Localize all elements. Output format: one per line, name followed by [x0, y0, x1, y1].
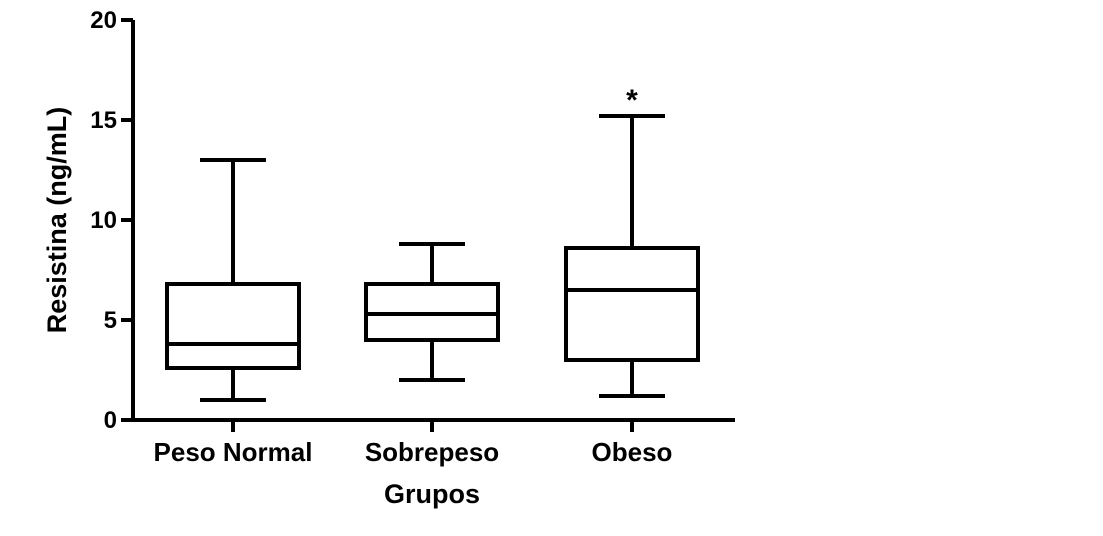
y-tick-label: 5	[104, 307, 117, 334]
y-tick-label: 0	[104, 407, 117, 434]
iqr-box	[564, 246, 700, 362]
x-category-label: Obeso	[592, 437, 673, 467]
box-sobrepeso	[364, 242, 500, 382]
y-axis: 0 5 10 15 20	[90, 7, 135, 434]
x-category-label: Sobrepeso	[365, 437, 499, 467]
y-axis-title: Resistina (ng/mL)	[42, 107, 72, 334]
iqr-box	[165, 282, 301, 370]
y-tick-label: 10	[90, 207, 117, 234]
y-tick-label: 20	[90, 7, 117, 34]
x-axis: Peso Normal Sobrepeso Obeso	[133, 418, 735, 467]
x-axis-title: Grupos	[384, 479, 480, 509]
y-tick-label: 15	[90, 107, 117, 134]
box-series: *	[165, 84, 700, 402]
box-obeso: *	[564, 84, 700, 398]
box-peso-normal	[165, 158, 301, 402]
x-category-label: Peso Normal	[154, 437, 313, 467]
significance-marker: *	[626, 84, 638, 117]
